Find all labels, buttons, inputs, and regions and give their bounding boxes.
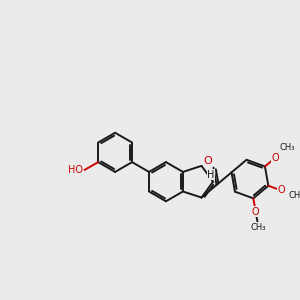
Text: CH₃: CH₃ [288,191,300,200]
Text: O: O [278,185,285,196]
Text: CH₃: CH₃ [251,223,266,232]
Text: O: O [252,207,260,217]
Text: N: N [203,155,211,165]
Text: O: O [204,156,212,166]
Text: O: O [272,153,279,163]
Text: H: H [207,169,214,180]
Text: HO: HO [68,165,83,175]
Text: CH₃: CH₃ [280,143,295,152]
